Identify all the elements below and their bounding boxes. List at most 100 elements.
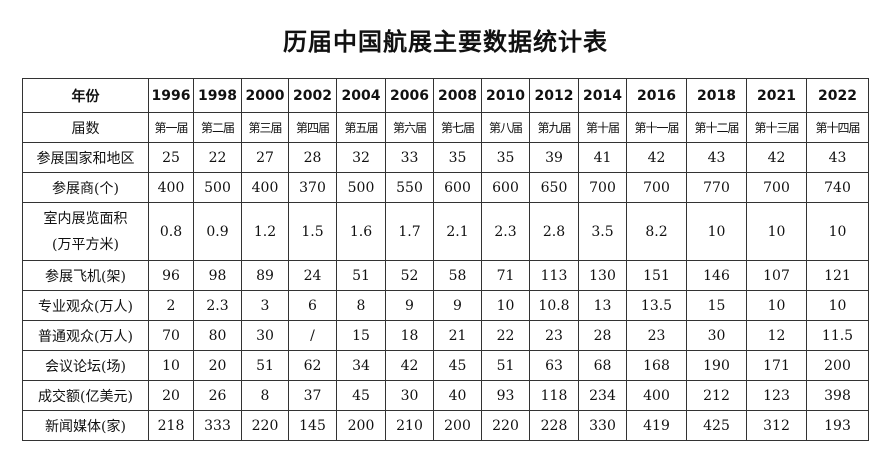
- table-cell: 1.5: [288, 202, 337, 261]
- table-cell: 34: [336, 350, 386, 381]
- table-cell: 13.5: [626, 290, 687, 321]
- table-cell: 9: [385, 290, 434, 321]
- table-cell: 1996: [148, 78, 194, 113]
- table-cell: 第十四届: [806, 112, 869, 143]
- table-cell: 9: [433, 290, 482, 321]
- label-text: 会议论坛(场): [45, 358, 126, 375]
- table-cell: 2.3: [193, 290, 242, 321]
- label-text: 参展飞机(架): [45, 268, 126, 285]
- table-cell: 68: [578, 350, 627, 381]
- table-cell: 33: [385, 142, 434, 173]
- table-cell: 145: [288, 410, 337, 441]
- table-cell: 2002: [288, 78, 337, 113]
- table-cell: 26: [193, 380, 242, 411]
- table-cell: 42: [385, 350, 434, 381]
- table-cell: 89: [241, 260, 289, 291]
- table-cell: 43: [806, 142, 869, 173]
- row-label: 成交额(亿美元): [22, 380, 149, 411]
- table-cell: 200: [433, 410, 482, 441]
- table-row: 室内展览面积 (万平方米) 0.8 0.9 1.2 1.5 1.6 1.7 2.1 2.3 2.8 3…: [22, 202, 869, 261]
- table-cell: 0.8: [148, 202, 194, 261]
- table-cell: 113: [529, 260, 579, 291]
- table-cell: 43: [686, 142, 747, 173]
- table-cell: 2022: [806, 78, 869, 113]
- table-cell: 10: [746, 202, 807, 261]
- table-cell: 13: [578, 290, 627, 321]
- table-cell: 10: [746, 290, 807, 321]
- table-cell: 2008: [433, 78, 482, 113]
- label-text: 年份: [71, 88, 100, 105]
- table-cell: 2016: [626, 78, 687, 113]
- table-cell: 51: [241, 350, 289, 381]
- table-cell: 51: [481, 350, 530, 381]
- table-cell: 18: [385, 320, 434, 351]
- table-cell: 2.1: [433, 202, 482, 261]
- table-cell: 600: [433, 172, 482, 203]
- table-cell: 700: [626, 172, 687, 203]
- table-cell: 550: [385, 172, 434, 203]
- table-cell: 第十二届: [686, 112, 747, 143]
- table-row: 成交额(亿美元) 20 26 8 37 45 30 40 93 118 234 400 212 123 39…: [22, 380, 869, 411]
- row-label: 普通观众(万人): [22, 320, 149, 351]
- table-cell: 700: [578, 172, 627, 203]
- table-cell: 27: [241, 142, 289, 173]
- table-cell: 3: [241, 290, 289, 321]
- table-cell: 42: [626, 142, 687, 173]
- table-cell: 80: [193, 320, 242, 351]
- table-cell: 8: [241, 380, 289, 411]
- table-cell: 30: [385, 380, 434, 411]
- table-cell: 40: [433, 380, 482, 411]
- table-cell: 22: [193, 142, 242, 173]
- table-cell: 419: [626, 410, 687, 441]
- table-cell: 107: [746, 260, 807, 291]
- row-label: 室内展览面积 (万平方米): [22, 202, 149, 261]
- table-cell: 第六届: [385, 112, 434, 143]
- table-cell: 123: [746, 380, 807, 411]
- table-cell: 12: [746, 320, 807, 351]
- table-cell: 400: [148, 172, 194, 203]
- label-text: 成交额(亿美元): [38, 388, 133, 405]
- table-cell: 228: [529, 410, 579, 441]
- table-cell: 23: [529, 320, 579, 351]
- table-cell: 35: [481, 142, 530, 173]
- table-cell: 10: [806, 290, 869, 321]
- table-cell: 41: [578, 142, 627, 173]
- table-cell: 10: [148, 350, 194, 381]
- row-label: 参展国家和地区: [22, 142, 149, 173]
- table-cell: 10.8: [529, 290, 579, 321]
- table-cell: 15: [336, 320, 386, 351]
- table-cell: 1.2: [241, 202, 289, 261]
- table-row: 届数 第一届 第二届 第三届 第四届 第五届 第六届 第七届 第八届 第九届 第十届 第十一届 第十二届…: [22, 112, 869, 143]
- table-row: 专业观众(万人) 2 2.3 3 6 8 9 9 10 10.8 13 13.5 15 10 10: [22, 290, 869, 321]
- table-cell: 8: [336, 290, 386, 321]
- row-label: 会议论坛(场): [22, 350, 149, 381]
- table-cell: 30: [241, 320, 289, 351]
- table-cell: 650: [529, 172, 579, 203]
- table-cell: 30: [686, 320, 747, 351]
- table-cell: 2000: [241, 78, 289, 113]
- table-cell: 第八届: [481, 112, 530, 143]
- table-cell: 10: [481, 290, 530, 321]
- table-cell: 11.5: [806, 320, 869, 351]
- table-cell: 770: [686, 172, 747, 203]
- table-cell: 第七届: [433, 112, 482, 143]
- label-text: 新闻媒体(家): [45, 418, 126, 435]
- table-row: 新闻媒体(家) 218 333 220 145 200 210 200 220 228 330 419…: [22, 410, 869, 441]
- table-cell: 1998: [193, 78, 242, 113]
- table-cell: 20: [148, 380, 194, 411]
- table-cell: 42: [746, 142, 807, 173]
- table-cell: 2006: [385, 78, 434, 113]
- data-table: 年份 1996 1998 2000 2002 2004 2006 2008 2010 2012 20…: [22, 78, 869, 441]
- table-cell: 25: [148, 142, 194, 173]
- table-cell: 37: [288, 380, 337, 411]
- table-cell: 500: [336, 172, 386, 203]
- label-text: 室内展览面积: [43, 210, 128, 227]
- table-row: 参展国家和地区 25 22 27 28 32 33 35 35 39 41 42 43 42 43: [22, 142, 869, 173]
- table-cell: 333: [193, 410, 242, 441]
- table-cell: 98: [193, 260, 242, 291]
- table-cell: 500: [193, 172, 242, 203]
- table-cell: 210: [385, 410, 434, 441]
- table-cell: 234: [578, 380, 627, 411]
- row-label: 参展商(个): [22, 172, 149, 203]
- table-cell: 218: [148, 410, 194, 441]
